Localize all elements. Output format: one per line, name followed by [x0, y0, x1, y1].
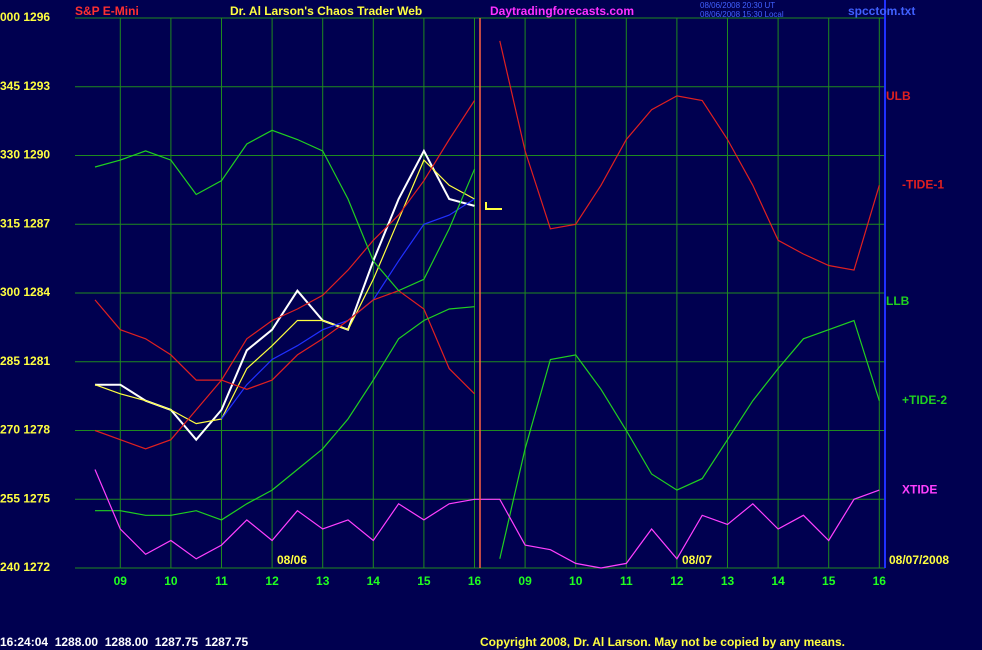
x-tick-label: 09 — [114, 574, 128, 588]
x-tick-label: 15 — [417, 574, 431, 588]
y-tick-label: 330 1290 — [0, 148, 50, 162]
y-tick-label: 300 1284 — [0, 285, 50, 299]
day-label: 08/06 — [277, 553, 307, 567]
series-line — [94, 100, 476, 381]
series-line — [499, 319, 880, 559]
llb-label: LLB — [886, 294, 910, 308]
x-tick-label: 15 — [822, 574, 836, 588]
series-line — [95, 306, 475, 521]
x-tick-label: 13 — [316, 574, 330, 588]
y-tick-label: 315 1287 — [0, 216, 50, 230]
copyright: Copyright 2008, Dr. Al Larson. May not b… — [480, 635, 845, 649]
y-tick-label: 270 1278 — [0, 423, 50, 437]
x-tick-label: 11 — [215, 574, 228, 588]
y-tick-label: 255 1275 — [0, 491, 50, 505]
series-line — [94, 129, 476, 292]
y-tick-label: 000 1296 — [0, 10, 50, 24]
grid — [75, 17, 885, 569]
y-tick-label: 240 1272 — [0, 560, 50, 574]
file-name: spcctom.txt — [848, 4, 915, 18]
x-tick-label: 16 — [873, 574, 887, 588]
series-line — [94, 290, 475, 450]
series-line — [94, 159, 475, 425]
symbol: S&P E-Mini — [75, 4, 139, 18]
ulb-label: ULB — [886, 89, 911, 103]
time-ut: 08/06/2008 20:30 UT — [700, 1, 775, 10]
y-tick-label: 345 1293 — [0, 79, 50, 93]
x-tick-label: 16 — [468, 574, 482, 588]
time-local: 08/06/2008 15:30 Local — [700, 10, 784, 19]
chart-title: Dr. Al Larson's Chaos Trader Web — [230, 4, 422, 18]
x-tick-label: 12 — [265, 574, 279, 588]
x-tick-label: 11 — [620, 574, 633, 588]
legend-label: +TIDE-2 — [902, 393, 947, 407]
x-tick-label: 14 — [771, 574, 785, 588]
x-tick-label: 12 — [670, 574, 684, 588]
site: Daytradingforecasts.com — [490, 4, 634, 18]
series-line — [94, 469, 880, 569]
x-tick-label: 10 — [569, 574, 583, 588]
legend-label: XTIDE — [902, 482, 937, 496]
y-tick-label: 285 1281 — [0, 354, 50, 368]
legend-label: -TIDE-1 — [902, 177, 944, 191]
x-tick-label: 14 — [367, 574, 381, 588]
x-tick-label: 13 — [721, 574, 735, 588]
series-line — [499, 40, 880, 271]
date-label: 08/07/2008 — [889, 553, 949, 567]
x-tick-label: 09 — [518, 574, 532, 588]
x-tick-label: 10 — [164, 574, 178, 588]
last-price-marker — [485, 202, 502, 210]
lines — [94, 40, 880, 569]
day-label: 08/07 — [682, 553, 712, 567]
quote: 16:24:04 1288.00 1288.00 1287.75 1287.75 — [0, 635, 249, 649]
